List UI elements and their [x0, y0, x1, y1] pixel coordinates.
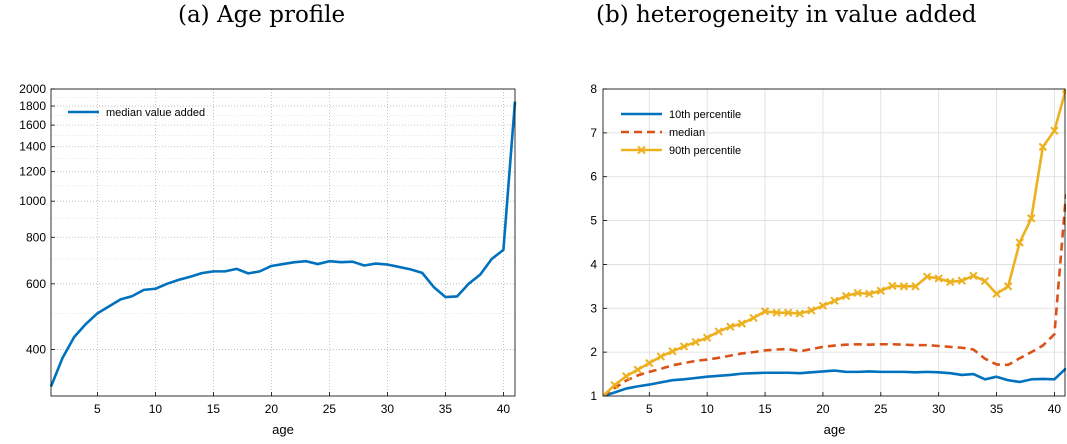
- chart-b-point-marker: [841, 291, 851, 301]
- chart-b-legend-label: median: [669, 127, 705, 139]
- chart-a-xtick-label: 30: [381, 402, 395, 416]
- chart-b-point-marker: [645, 358, 654, 368]
- chart-a-series-line: [49, 101, 517, 388]
- chart-b-point-marker: [726, 322, 735, 331]
- chart-b-legend-marker: [637, 145, 646, 155]
- chart-b-point-marker: [946, 277, 955, 287]
- chart-b-point-marker: [1027, 214, 1036, 223]
- chart-b-point-marker: [714, 327, 723, 336]
- chart-b-point-marker: [876, 286, 886, 295]
- chart-b-point-marker: [656, 352, 666, 361]
- chart-b-xtick-label: 5: [646, 402, 653, 416]
- panel-a-title: (a) Age profile: [178, 2, 346, 28]
- chart-b-ytick-label: 2: [590, 345, 597, 359]
- chart-b-point-marker: [1038, 142, 1048, 152]
- chart-a-legend: median value added: [68, 107, 205, 119]
- chart-a-axes-box: [50, 88, 516, 397]
- chart-b-ytick-label: 4: [590, 257, 597, 271]
- chart-b-point-marker: [621, 372, 631, 381]
- chart-b-point-marker: [1003, 282, 1013, 291]
- chart-a-xtick-label: 10: [149, 402, 163, 416]
- chart-b-point-marker: [922, 272, 932, 281]
- chart-a-xtick-label: 40: [497, 402, 511, 416]
- chart-b-point-marker: [691, 337, 700, 347]
- chart-b-point-marker: [737, 319, 747, 328]
- chart-b-ytick-label: 3: [590, 301, 597, 315]
- chart-b-xlabel: age: [824, 422, 846, 437]
- chart-b-xtick-label: 10: [700, 402, 714, 416]
- chart-b-point-marker: [633, 365, 642, 374]
- chart-b-plot-area: [603, 89, 1066, 396]
- chart-a-xlabel: age: [272, 422, 294, 437]
- chart-b-series-line-0: [603, 367, 1066, 396]
- chart-a-ytick-label: 1000: [19, 194, 46, 208]
- chart-b-ytick-label: 8: [590, 82, 597, 96]
- chart-a-xtick-label: 5: [94, 402, 101, 416]
- chart-b-legend-label: 10th percentile: [669, 109, 741, 121]
- chart-b-point-marker: [992, 289, 1001, 299]
- chart-b-point-marker: [783, 308, 793, 317]
- chart-a-ytick-label: 1600: [19, 118, 46, 132]
- chart-b-point-marker: [760, 307, 770, 316]
- chart-b-point-marker: [980, 276, 990, 286]
- chart-b-point-marker: [807, 306, 816, 315]
- chart-b-point-marker: [934, 274, 943, 283]
- chart-b-point-marker: [888, 281, 897, 291]
- chart-b-xtick-label: 25: [874, 402, 888, 416]
- chart-b: 1 2 3 4 5 6 7 8 5 10 15 20 25 30 35 40 age 10th percentil…: [590, 82, 1066, 437]
- chart-b-point-marker: [911, 282, 920, 291]
- chart-b-point-marker: [1050, 126, 1059, 135]
- chart-a-ytick-label: 400: [26, 342, 46, 356]
- chart-b-xtick-label: 35: [990, 402, 1004, 416]
- chart-a-ytick-label: 2000: [19, 82, 46, 96]
- chart-a-xtick-label: 35: [439, 402, 453, 416]
- chart-a-xtick-label: 25: [323, 402, 337, 416]
- chart-b-point-marker: [772, 308, 781, 317]
- chart-b-xtick-label: 15: [758, 402, 772, 416]
- chart-b-point-marker: [610, 380, 619, 390]
- chart-b-legend-label: 90th percentile: [669, 145, 741, 157]
- chart-a-ytick-label: 1800: [19, 99, 46, 113]
- chart-b-point-marker: [818, 301, 828, 310]
- chart-a-ytick-label: 1400: [19, 140, 46, 154]
- chart-b-point-marker: [957, 276, 967, 285]
- chart-b-xtick-label: 30: [932, 402, 946, 416]
- chart-b-point-marker: [969, 271, 978, 281]
- chart-b-axes-box: [602, 88, 1066, 397]
- chart-b-point-marker: [668, 347, 677, 356]
- chart-b-xtick-label: 40: [1048, 402, 1062, 416]
- chart-b-point-marker: [865, 289, 874, 299]
- chart-b-point-marker: [702, 333, 712, 342]
- chart-b-point-marker: [679, 342, 689, 351]
- chart-b-ytick-label: 7: [590, 126, 597, 140]
- chart-b-point-marker: [830, 296, 839, 306]
- chart-a-ytick-label: 600: [26, 277, 46, 291]
- chart-a-ytick-label: 800: [26, 230, 46, 244]
- chart-a-legend-label: median value added: [106, 107, 205, 119]
- chart-b-legend: 10th percentile median 90th percentile: [621, 109, 741, 157]
- chart-a: 400 600 800 1000 1200 1400 1600 1800 2000 5 10 15 20…: [19, 82, 517, 437]
- chart-a-xtick-label: 15: [207, 402, 221, 416]
- chart-b-point-marker: [1061, 89, 1066, 94]
- chart-b-ytick-label: 1: [590, 389, 597, 403]
- chart-b-point-marker: [749, 313, 758, 323]
- chart-b-xtick-label: 20: [816, 402, 830, 416]
- chart-b-point-marker: [1015, 238, 1024, 247]
- chart-b-ytick-label: 6: [590, 170, 597, 184]
- chart-a-ytick-label: 1200: [19, 165, 46, 179]
- chart-b-point-marker: [853, 288, 862, 298]
- chart-b-point-marker: [603, 391, 608, 396]
- chart-a-xtick-label: 20: [265, 402, 279, 416]
- chart-b-series-line-1: [603, 194, 1066, 396]
- chart-b-point-marker: [795, 309, 804, 318]
- chart-b-point-marker: [899, 282, 909, 291]
- chart-b-ytick-label: 5: [590, 214, 597, 228]
- panel-b-title: (b) heterogeneity in value added: [596, 2, 977, 28]
